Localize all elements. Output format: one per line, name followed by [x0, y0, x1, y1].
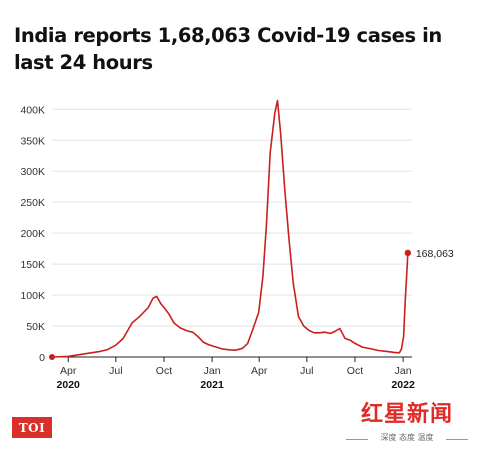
- x-tick-year-label: 2020: [57, 379, 81, 391]
- x-axis-ticks: Apr 2020 Jul Oct Jan 2021 Apr Jul Oct Jan 2022: [57, 357, 415, 391]
- y-tick-label: 300K: [20, 166, 45, 178]
- x-tick-year-label: 2022: [391, 379, 415, 391]
- x-tick-year-label: 2021: [200, 379, 224, 391]
- page-title: India reports 1,68,063 Covid-19 cases in…: [14, 24, 442, 74]
- x-tick-label: Apr: [60, 365, 77, 377]
- x-tick-label: Jul: [300, 365, 313, 377]
- y-tick-label: 150K: [20, 259, 45, 271]
- watermark-brand: 红星新闻: [360, 402, 453, 427]
- y-tick-label: 0: [39, 352, 45, 364]
- x-tick-label: Jan: [204, 365, 221, 377]
- x-tick-label: Jan: [395, 365, 412, 377]
- watermark-divider-left: [346, 439, 368, 440]
- y-tick-label: 350K: [20, 135, 45, 147]
- y-tick-label: 250K: [20, 197, 45, 209]
- annotation-layer: 168,063: [404, 248, 454, 260]
- y-tick-label: 100K: [20, 290, 45, 302]
- line-chart: 0 50K 100K 150K 200K 250K 300K 350K 400K Apr 2020…: [20, 99, 454, 391]
- x-tick-label: Apr: [251, 365, 268, 377]
- series-line: [51, 99, 409, 358]
- toi-logo: TOI: [12, 417, 52, 438]
- series-layer: [49, 99, 409, 360]
- annotation-marker: [404, 249, 412, 257]
- y-tick-label: 400K: [20, 104, 45, 116]
- watermark: 红星新闻 深度 态度 温度: [344, 396, 470, 448]
- y-tick-label: 50K: [26, 321, 45, 333]
- annotation-label: 168,063: [416, 248, 454, 260]
- x-tick-label: Jul: [109, 365, 122, 377]
- x-tick-label: Oct: [156, 365, 172, 377]
- watermark-slogan: 深度 态度 温度: [380, 433, 434, 442]
- gridlines: [52, 108, 412, 327]
- series-start-marker: [49, 354, 55, 360]
- watermark-divider-right: [446, 439, 468, 440]
- x-tick-label: Oct: [347, 365, 363, 377]
- y-axis-labels: 0 50K 100K 150K 200K 250K 300K 350K 400K: [20, 104, 45, 364]
- y-tick-label: 200K: [20, 228, 45, 240]
